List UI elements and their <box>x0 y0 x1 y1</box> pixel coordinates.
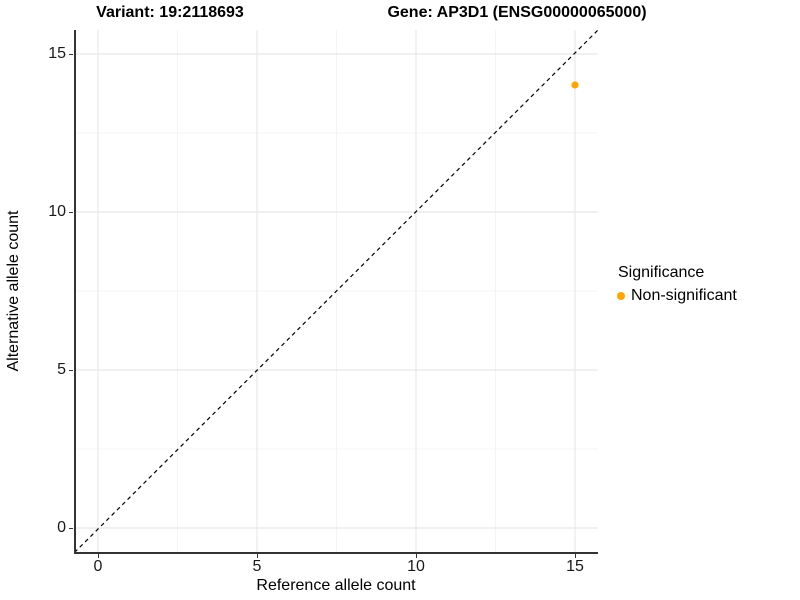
y-tick-label-0: 0 <box>57 519 66 536</box>
x-tick-15 <box>574 554 576 558</box>
data-point <box>571 81 579 89</box>
legend-entry-non-significant: Non-significant <box>617 287 737 305</box>
x-tick-label-10: 10 <box>407 558 425 575</box>
y-tick-label-15: 15 <box>48 45 66 62</box>
y-tick-0 <box>69 527 73 529</box>
x-tick-label-5: 5 <box>252 558 262 575</box>
identity-line <box>75 30 598 552</box>
x-tick-label-15: 15 <box>566 558 584 575</box>
y-tick-15 <box>69 53 73 55</box>
x-tick-label-0: 0 <box>93 558 103 575</box>
y-axis-title: Alternative allele count <box>5 210 22 372</box>
legend: Significance Non-significant <box>617 264 737 305</box>
legend-point-icon <box>617 292 625 300</box>
variant-title: Variant: 19:2118693 <box>96 4 244 21</box>
y-axis-line <box>73 30 76 554</box>
x-tick-5 <box>256 554 258 558</box>
plot-panel-svg <box>75 30 598 552</box>
y-tick-label-10: 10 <box>48 203 66 220</box>
y-tick-5 <box>69 369 73 371</box>
major-gridlines <box>75 30 598 552</box>
x-tick-0 <box>97 554 99 558</box>
gene-title: Gene: AP3D1 (ENSG00000065000) <box>387 4 647 21</box>
x-axis-title: Reference allele count <box>256 577 416 594</box>
x-tick-10 <box>415 554 417 558</box>
y-tick-10 <box>69 211 73 213</box>
legend-title: Significance <box>618 264 705 281</box>
plot-panel <box>75 30 598 552</box>
y-tick-label-5: 5 <box>57 361 66 378</box>
legend-entry-label: Non-significant <box>631 287 737 304</box>
x-axis-line <box>73 552 598 554</box>
